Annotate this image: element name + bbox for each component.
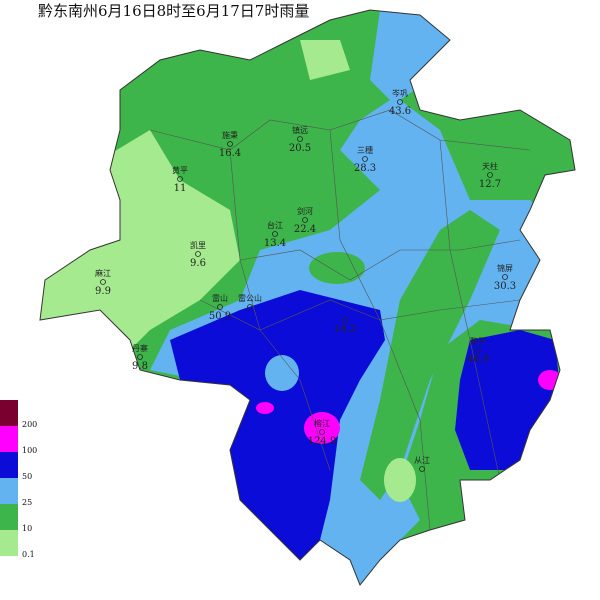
legend-swatch	[0, 400, 18, 426]
station-name: 三穗	[357, 145, 373, 155]
legend-label: 0.1	[22, 550, 35, 559]
area-magenta	[538, 370, 562, 390]
legend-label: 200	[22, 420, 37, 429]
station-name: 丹寨	[132, 343, 148, 353]
legend-swatch	[0, 452, 18, 478]
legend-swatch	[0, 530, 18, 556]
station-value: 28.3	[354, 163, 376, 174]
legend-label: 25	[22, 498, 32, 507]
stations: 岑巩 43.6 施秉 16.4 镇远 20.5 三穗 28.3 天柱 12.7 黄平 11 剑河 22.4…	[95, 88, 516, 472]
station-marker	[100, 279, 106, 285]
station-value: 22.4	[294, 224, 316, 235]
legend-swatch	[0, 426, 18, 452]
station-marker	[502, 274, 508, 280]
station-value: 30.3	[494, 281, 516, 292]
area-light-blue	[265, 355, 299, 391]
legend-label: 10	[22, 524, 32, 533]
area-green	[309, 252, 365, 284]
station-name: 雷山	[212, 293, 228, 303]
station-name: 凯里	[190, 240, 206, 250]
station-marker	[397, 99, 403, 105]
station-marker	[319, 429, 325, 435]
legend-label: 50	[22, 472, 32, 481]
station-name: 岑巩	[392, 88, 408, 98]
station-name: 麻江	[95, 268, 111, 278]
station-value: 13.4	[264, 238, 286, 249]
legend-label: 100	[22, 446, 37, 455]
station-value: 50.9	[209, 311, 231, 322]
station-value: 43.6	[389, 106, 411, 117]
station-name: 黎平	[470, 336, 486, 346]
station-value: 9.6	[190, 258, 206, 269]
station-marker	[302, 217, 308, 223]
station-name: 黄平	[172, 165, 188, 175]
station-name: 雷公山	[238, 293, 262, 303]
station-name: 施秉	[222, 130, 238, 140]
area-light-green	[300, 40, 350, 80]
prefecture-border	[39, 9, 576, 586]
station-marker	[272, 231, 278, 237]
station-marker	[419, 466, 425, 472]
station-name: 天柱	[482, 161, 498, 171]
station-marker	[227, 141, 233, 147]
station-name: 台江	[267, 220, 283, 230]
legend-swatch	[0, 504, 18, 530]
station-marker	[342, 317, 348, 323]
station-value: 14.2	[334, 324, 356, 335]
legend: 200 100 50 25 10 0.1	[0, 400, 37, 559]
station-value: 12.7	[479, 179, 501, 190]
area-light-green	[384, 458, 416, 502]
station-value: 124.9	[308, 436, 337, 447]
area-magenta	[304, 412, 340, 444]
station-name: 榕江	[314, 418, 330, 428]
station-marker	[177, 176, 183, 182]
station-value: 20.5	[289, 143, 311, 154]
area-blue	[170, 290, 385, 560]
station-marker	[362, 156, 368, 162]
station-marker	[247, 304, 253, 310]
map-title: 黔东南州6月16日8时至6月17日7时雨量	[38, 2, 309, 20]
station-marker	[297, 136, 303, 142]
station-value: 9.8	[132, 361, 148, 372]
station-name: 锦屏	[497, 263, 513, 273]
area-green	[360, 210, 500, 500]
station-name: 镇远	[292, 125, 308, 135]
station-marker	[217, 304, 223, 310]
station-value: 11	[174, 183, 187, 194]
station-marker	[137, 354, 143, 360]
station-marker	[475, 347, 481, 353]
county-borders	[149, 109, 531, 531]
station-marker	[487, 172, 493, 178]
station-marker	[195, 251, 201, 257]
area-blue	[455, 330, 560, 470]
area-magenta	[256, 402, 274, 414]
station-value: 9.9	[95, 286, 111, 297]
station-value: 48.9	[467, 354, 489, 365]
station-name: 剑河	[297, 206, 313, 216]
station-value: 16.4	[219, 148, 241, 159]
station-name: 从江	[414, 456, 430, 465]
legend-swatch	[0, 478, 18, 504]
